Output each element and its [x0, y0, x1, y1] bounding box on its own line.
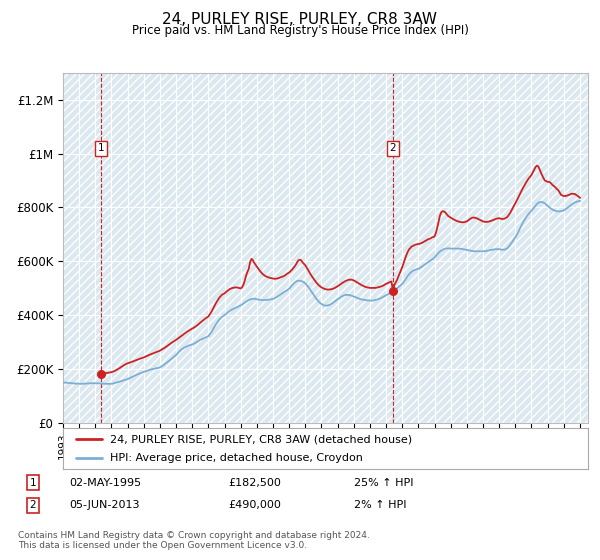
Text: 02-MAY-1995: 02-MAY-1995 [69, 478, 141, 488]
Text: 2% ↑ HPI: 2% ↑ HPI [354, 500, 407, 510]
Text: 05-JUN-2013: 05-JUN-2013 [69, 500, 139, 510]
Text: Price paid vs. HM Land Registry's House Price Index (HPI): Price paid vs. HM Land Registry's House … [131, 24, 469, 37]
Text: 1: 1 [98, 143, 104, 153]
Text: 25% ↑ HPI: 25% ↑ HPI [354, 478, 413, 488]
Text: 1: 1 [29, 478, 37, 488]
Text: HPI: Average price, detached house, Croydon: HPI: Average price, detached house, Croy… [110, 453, 363, 463]
Text: 2: 2 [390, 143, 397, 153]
Text: 24, PURLEY RISE, PURLEY, CR8 3AW (detached house): 24, PURLEY RISE, PURLEY, CR8 3AW (detach… [110, 435, 412, 444]
Text: 2: 2 [29, 500, 37, 510]
Text: Contains HM Land Registry data © Crown copyright and database right 2024.
This d: Contains HM Land Registry data © Crown c… [18, 531, 370, 550]
Text: £490,000: £490,000 [228, 500, 281, 510]
Text: £182,500: £182,500 [228, 478, 281, 488]
Text: 24, PURLEY RISE, PURLEY, CR8 3AW: 24, PURLEY RISE, PURLEY, CR8 3AW [163, 12, 437, 27]
